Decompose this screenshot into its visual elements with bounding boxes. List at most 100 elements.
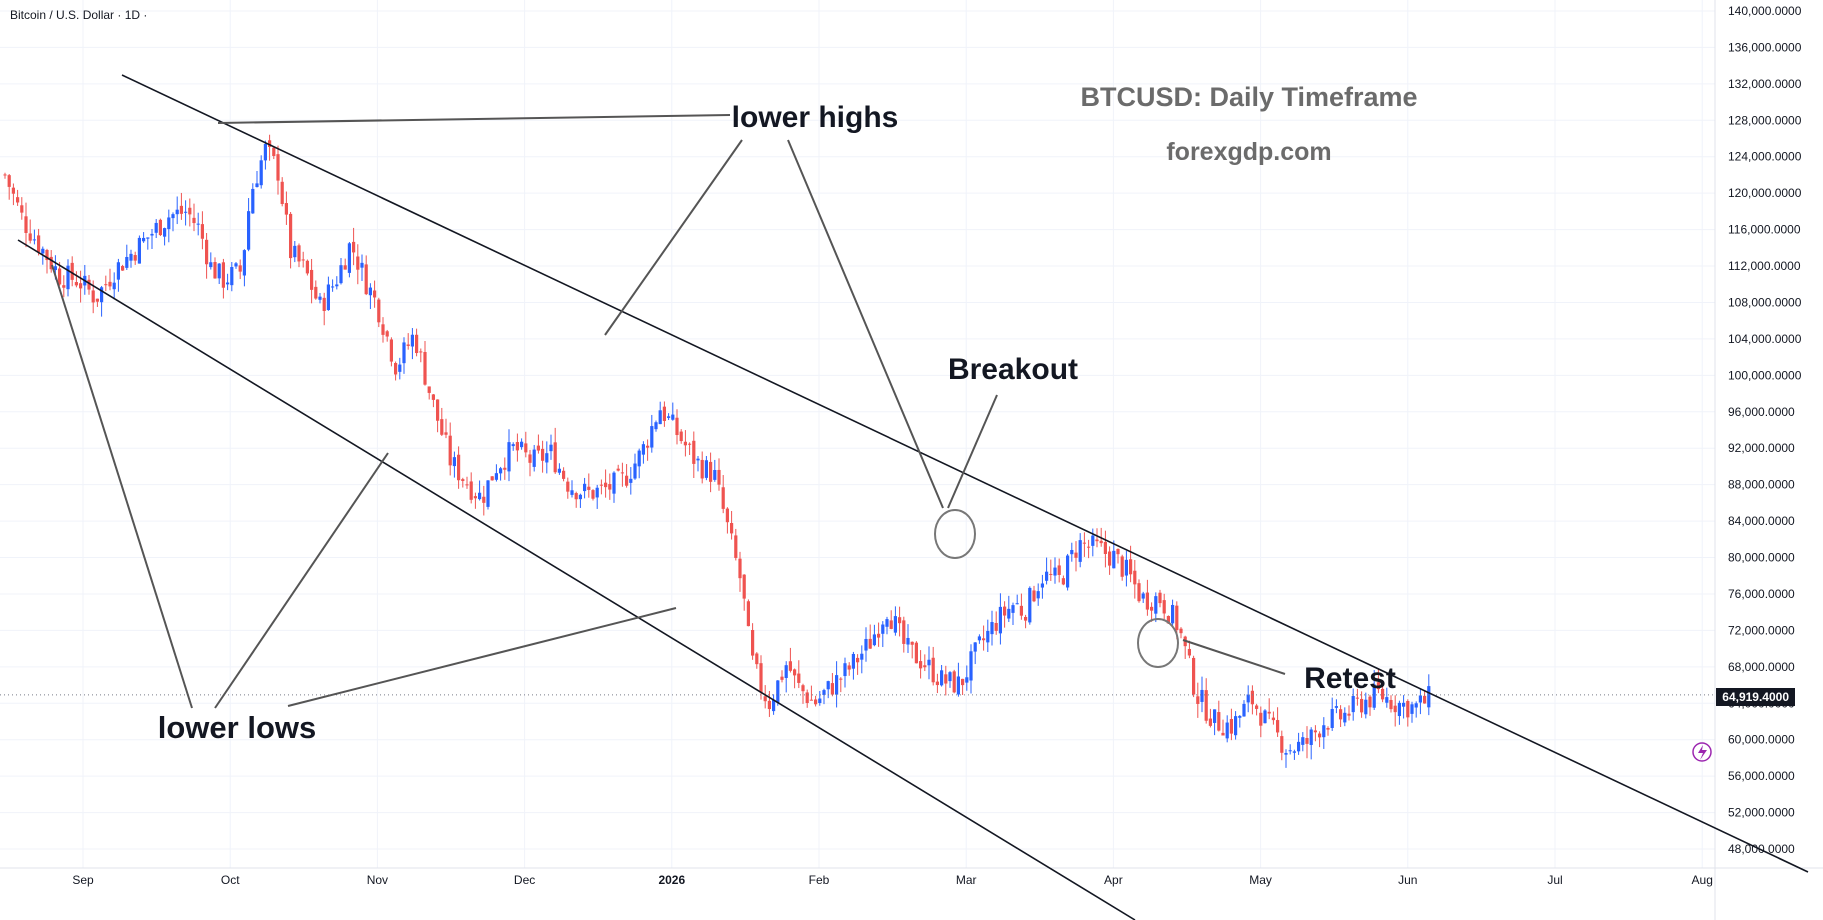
candle-body[interactable]	[608, 484, 612, 490]
candle-body[interactable]	[1360, 698, 1364, 713]
annotation-line[interactable]	[947, 394, 998, 509]
candle-body[interactable]	[914, 642, 918, 664]
candle-body[interactable]	[1179, 628, 1183, 634]
candle-body[interactable]	[280, 181, 284, 205]
candle-body[interactable]	[599, 484, 603, 486]
candle-body[interactable]	[1120, 556, 1124, 577]
candle-body[interactable]	[788, 661, 792, 671]
candle-body[interactable]	[990, 622, 994, 635]
candle-body[interactable]	[1175, 605, 1179, 631]
candle-body[interactable]	[62, 285, 66, 288]
candle-body[interactable]	[377, 299, 381, 323]
candle-body[interactable]	[511, 444, 515, 447]
candle-body[interactable]	[1381, 688, 1385, 700]
candle-body[interactable]	[284, 203, 288, 215]
candle-body[interactable]	[839, 678, 843, 680]
candle-body[interactable]	[751, 630, 755, 656]
candle-body[interactable]	[1137, 583, 1141, 602]
candle-body[interactable]	[133, 255, 137, 261]
candle-body[interactable]	[742, 574, 746, 599]
candle-body[interactable]	[494, 473, 498, 480]
candle-body[interactable]	[776, 680, 780, 703]
candle-body[interactable]	[1402, 702, 1406, 707]
candle-body[interactable]	[1208, 718, 1212, 726]
candle-body[interactable]	[1221, 732, 1225, 736]
candle-body[interactable]	[188, 207, 192, 215]
channel-upper-line[interactable]	[121, 74, 1809, 873]
candle-body[interactable]	[1112, 550, 1116, 569]
candle-body[interactable]	[482, 496, 486, 503]
candle-body[interactable]	[247, 211, 251, 250]
candle-body[interactable]	[1322, 725, 1326, 738]
candle-body[interactable]	[360, 262, 364, 268]
candle-body[interactable]	[1166, 615, 1170, 624]
candle-body[interactable]	[104, 284, 108, 286]
candle-body[interactable]	[851, 653, 855, 669]
candle-body[interactable]	[843, 663, 847, 677]
candle-body[interactable]	[1234, 716, 1238, 736]
candle-body[interactable]	[473, 496, 477, 499]
candle-body[interactable]	[683, 441, 687, 446]
candle-body[interactable]	[801, 685, 805, 692]
candle-body[interactable]	[326, 284, 330, 311]
candle-body[interactable]	[910, 641, 914, 645]
candle-body[interactable]	[1028, 587, 1032, 623]
candle-body[interactable]	[125, 256, 129, 268]
candle-body[interactable]	[1355, 697, 1359, 699]
candle-body[interactable]	[1061, 578, 1065, 585]
candle-body[interactable]	[503, 467, 507, 470]
candle-body[interactable]	[881, 624, 885, 634]
candle-body[interactable]	[667, 416, 671, 418]
candle-body[interactable]	[998, 606, 1002, 634]
candle-body[interactable]	[205, 239, 209, 265]
candle-body[interactable]	[1150, 606, 1154, 611]
candle-body[interactable]	[1053, 567, 1057, 576]
candle-body[interactable]	[66, 265, 70, 290]
candle-body[interactable]	[213, 262, 217, 279]
candle-body[interactable]	[1204, 690, 1208, 721]
candle-body[interactable]	[1242, 703, 1246, 717]
candle-body[interactable]	[595, 487, 599, 498]
candle-body[interactable]	[415, 334, 419, 354]
candle-body[interactable]	[263, 143, 267, 161]
candle-body[interactable]	[255, 183, 259, 188]
candle-body[interactable]	[545, 453, 549, 463]
candle-body[interactable]	[1267, 711, 1271, 714]
candle-body[interactable]	[898, 617, 902, 624]
candle-body[interactable]	[423, 352, 427, 385]
candle-body[interactable]	[1011, 605, 1015, 613]
candle-body[interactable]	[931, 657, 935, 683]
candle-body[interactable]	[856, 657, 860, 663]
candle-body[interactable]	[209, 262, 213, 268]
candle-body[interactable]	[486, 480, 490, 507]
candle-body[interactable]	[1070, 549, 1074, 555]
candle-body[interactable]	[1364, 699, 1368, 715]
candle-body[interactable]	[1108, 551, 1112, 566]
candle-body[interactable]	[885, 619, 889, 627]
candle-body[interactable]	[444, 432, 448, 435]
candle-body[interactable]	[1133, 570, 1137, 585]
candle-body[interactable]	[612, 472, 616, 494]
candle-body[interactable]	[1015, 603, 1019, 605]
candle-body[interactable]	[826, 681, 830, 690]
candle-body[interactable]	[835, 675, 839, 695]
candle-body[interactable]	[830, 683, 834, 695]
candle-body[interactable]	[654, 422, 658, 430]
candle-body[interactable]	[721, 487, 725, 509]
candle-body[interactable]	[1301, 737, 1305, 745]
candle-body[interactable]	[961, 678, 965, 686]
candle-body[interactable]	[272, 147, 276, 156]
candle-body[interactable]	[1238, 715, 1242, 718]
candle-body[interactable]	[1288, 750, 1292, 752]
candle-body[interactable]	[1305, 738, 1309, 744]
candle-body[interactable]	[70, 262, 74, 280]
candle-body[interactable]	[877, 633, 881, 638]
candle-body[interactable]	[1036, 591, 1040, 599]
candle-body[interactable]	[1007, 608, 1011, 619]
candle-body[interactable]	[465, 484, 469, 486]
candle-body[interactable]	[469, 481, 473, 500]
candle-body[interactable]	[394, 362, 398, 375]
candle-body[interactable]	[570, 490, 574, 495]
breakout-circle[interactable]	[934, 509, 976, 559]
candle-body[interactable]	[515, 442, 519, 451]
